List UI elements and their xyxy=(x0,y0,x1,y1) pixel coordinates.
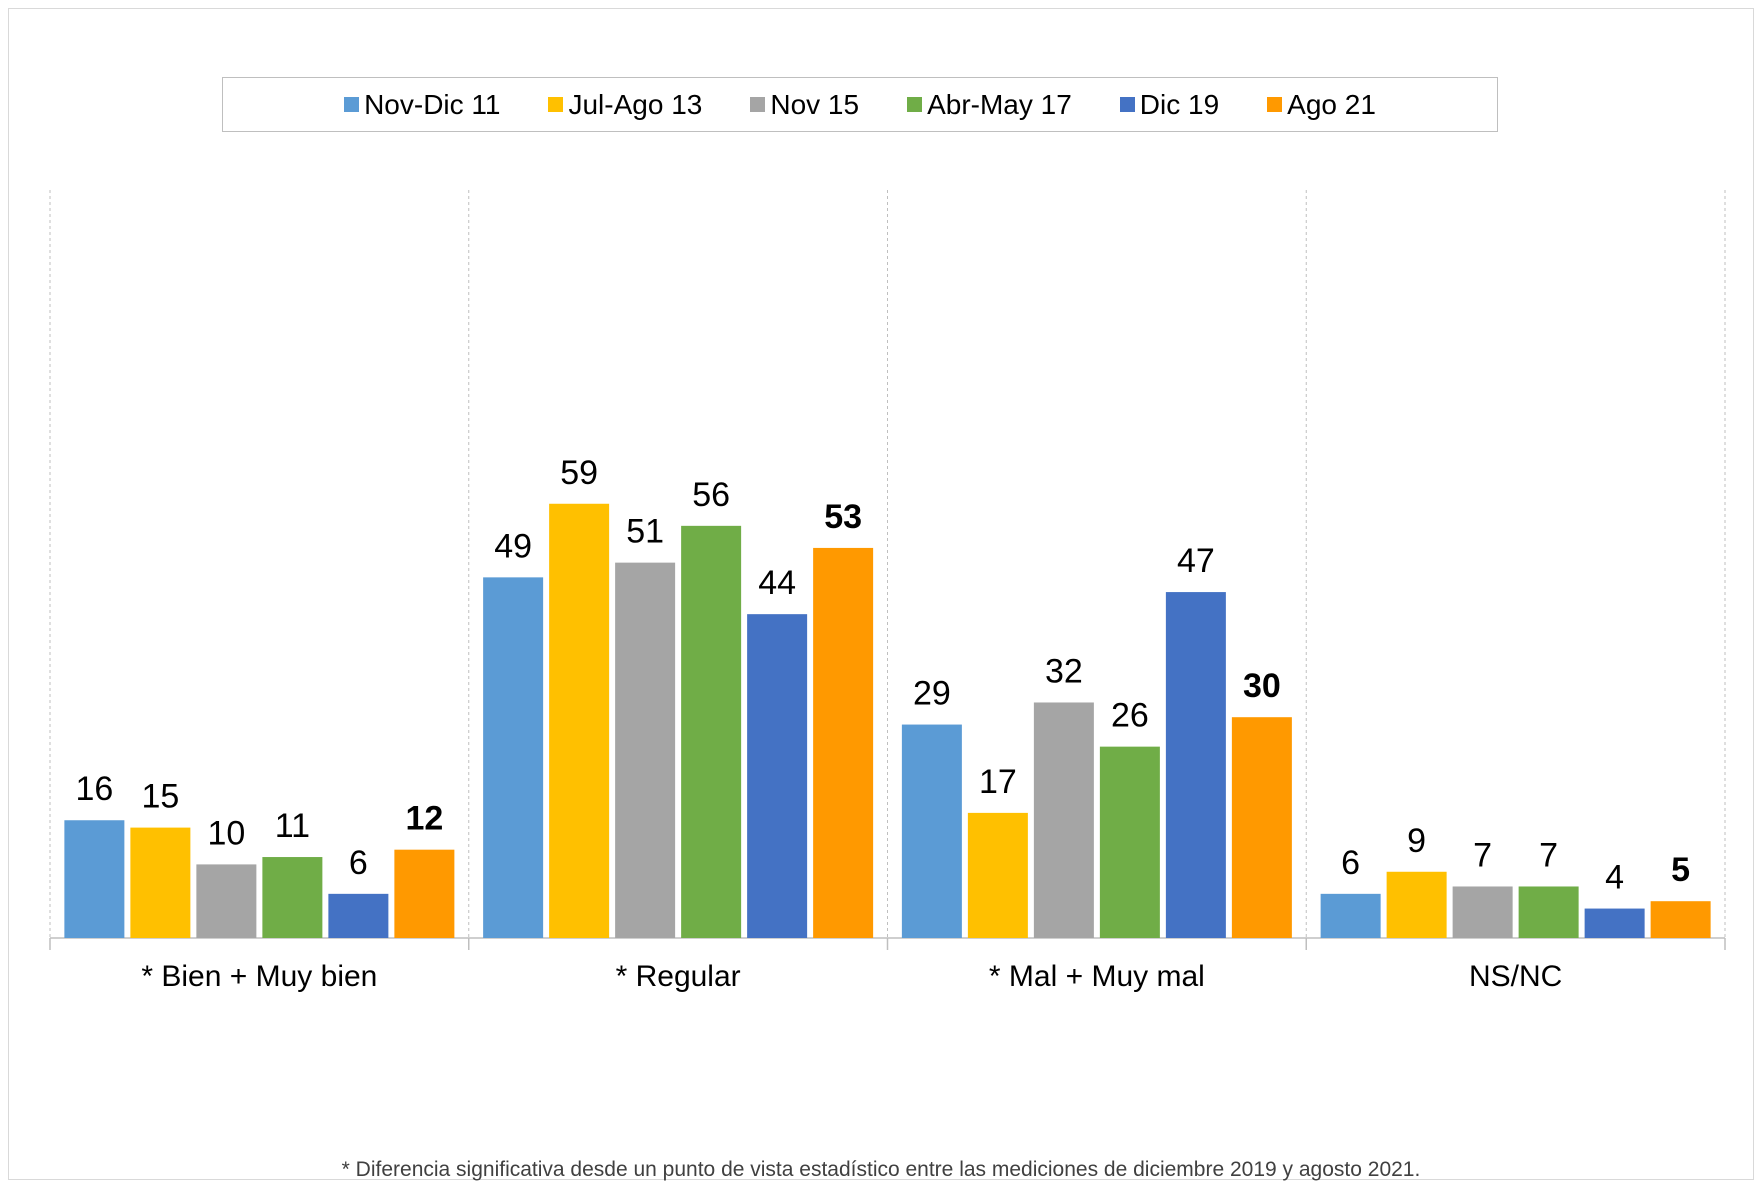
legend-item: Ago 21 xyxy=(1267,89,1376,121)
data-label: 49 xyxy=(494,527,532,565)
bar xyxy=(615,562,676,938)
category-label: * Regular xyxy=(616,960,741,993)
chart-frame xyxy=(8,8,1754,1180)
bar xyxy=(1165,592,1226,938)
data-label: 59 xyxy=(560,454,598,492)
data-label: 12 xyxy=(405,800,443,838)
legend-swatch xyxy=(1267,97,1283,112)
data-label: 15 xyxy=(141,778,179,816)
bar xyxy=(1033,702,1094,938)
legend-item: Jul-Ago 13 xyxy=(548,89,702,121)
data-label: 6 xyxy=(349,844,368,882)
data-label: 9 xyxy=(1407,822,1426,860)
legend-item: Dic 19 xyxy=(1119,88,1220,121)
footnote: * Diferencia significativa desde un punt… xyxy=(341,1158,1421,1181)
bar xyxy=(1518,886,1579,938)
legend-label: Jul-Ago 13 xyxy=(568,88,703,120)
data-label: 6 xyxy=(1341,844,1360,882)
bar xyxy=(1650,901,1711,938)
legend-label: Dic 19 xyxy=(1139,88,1220,120)
bar xyxy=(549,503,610,938)
legend-label: Ago 21 xyxy=(1287,88,1376,120)
data-label: 7 xyxy=(1473,836,1492,874)
bar xyxy=(64,820,125,938)
data-label: 7 xyxy=(1539,836,1558,874)
bar xyxy=(328,893,389,938)
legend-label: Abr-May 17 xyxy=(927,88,1072,120)
bar xyxy=(196,864,257,938)
data-label: 32 xyxy=(1045,652,1083,690)
bar xyxy=(967,812,1028,938)
data-label: 10 xyxy=(207,814,245,852)
bar xyxy=(1099,746,1160,938)
bar xyxy=(901,724,962,938)
data-label: 29 xyxy=(913,675,951,713)
data-label: 30 xyxy=(1243,667,1281,705)
legend-item: Nov 15 xyxy=(750,89,859,121)
bar xyxy=(813,547,874,938)
bar xyxy=(1584,908,1645,938)
legend-item: Abr-May 17 xyxy=(907,89,1072,121)
bar xyxy=(262,857,323,938)
bar xyxy=(1231,717,1292,938)
legend-swatch xyxy=(1119,97,1135,112)
category-label: NS/NC xyxy=(1469,960,1562,993)
chart-legend: Nov-Dic 11 Jul-Ago 13 Nov 15 Abr-May 17 Dic … xyxy=(222,77,1498,132)
legend-swatch xyxy=(548,97,564,112)
category-label: * Mal + Muy mal xyxy=(989,960,1205,993)
category-label: * Bien + Muy bien xyxy=(141,960,377,993)
data-label: 53 xyxy=(824,498,862,536)
legend-label: Nov 15 xyxy=(770,88,860,120)
data-label: 11 xyxy=(275,807,310,845)
data-label: 5 xyxy=(1671,851,1690,889)
data-label: 17 xyxy=(979,763,1017,801)
legend-swatch xyxy=(344,97,360,112)
bar xyxy=(1452,886,1513,938)
data-label: 4 xyxy=(1605,859,1624,897)
bar xyxy=(1386,871,1447,938)
bar xyxy=(747,614,808,938)
data-label: 44 xyxy=(758,564,796,602)
legend-label: Nov-Dic 11 xyxy=(364,88,501,120)
data-label: 16 xyxy=(75,770,113,808)
legend-item: Nov-Dic 11 xyxy=(344,89,500,121)
bar xyxy=(394,849,455,938)
legend-swatch xyxy=(907,97,923,112)
bar xyxy=(130,827,191,938)
data-label: 51 xyxy=(626,513,664,551)
bar xyxy=(1320,893,1381,938)
data-label: 26 xyxy=(1111,697,1149,735)
bar xyxy=(681,525,742,938)
legend-swatch xyxy=(750,97,766,112)
bar xyxy=(483,577,544,938)
data-label: 47 xyxy=(1177,542,1215,580)
data-label: 56 xyxy=(692,476,730,514)
